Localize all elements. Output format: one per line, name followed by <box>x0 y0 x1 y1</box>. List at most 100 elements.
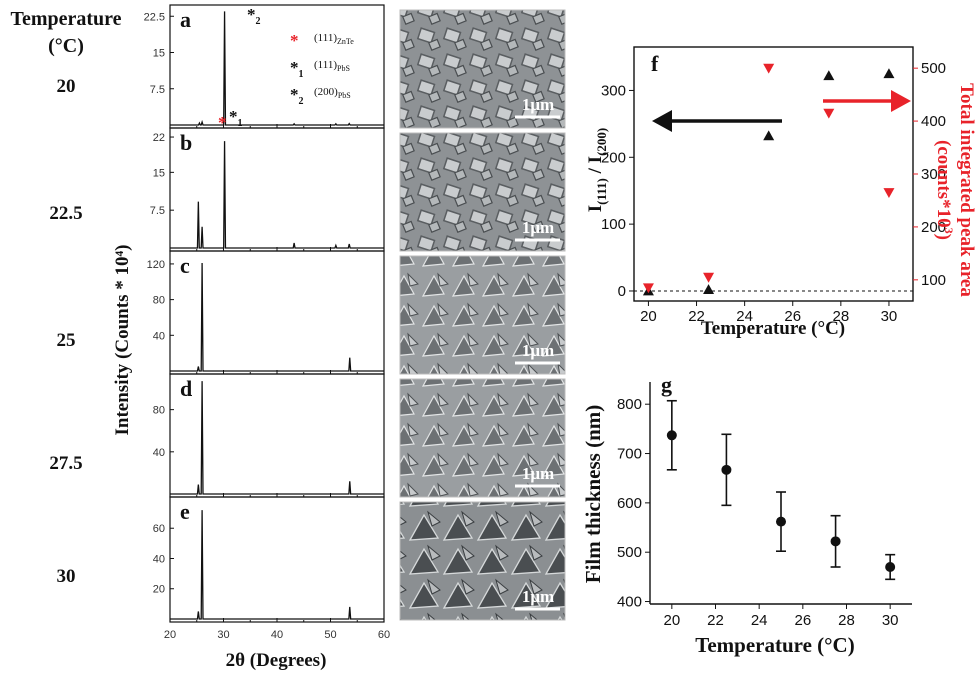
panel-f-right-tick-label: 100 <box>921 272 946 289</box>
xrd-spectrum-line <box>170 11 384 126</box>
xrd-y-tick-label: 80 <box>153 295 165 307</box>
panel-f-left-tick-label: 0 <box>618 283 626 300</box>
panel-g-point <box>666 430 677 441</box>
temperature-label: 22.5 <box>49 203 82 224</box>
temperature-labels: 20 22.5 25 27.5 30 <box>49 76 82 587</box>
xrd-panel-letter: a <box>180 7 191 32</box>
xrd-panels: a22.5157.5b22157.5c1208040d8040e60402020… <box>144 4 390 641</box>
panel-f-x-tick-label: 22 <box>688 308 705 325</box>
legend-label-pbs-111: (111)PbS <box>314 59 350 73</box>
legend-label-pbs-200: (200)PbS <box>314 86 351 100</box>
panel-g-x-axis-label: Temperature (°C) <box>695 633 854 657</box>
legend-marker-znte: * <box>290 31 299 50</box>
panel-f-left-arrow-head <box>652 110 672 132</box>
panel-g-x-ticks: 20 22 24 26 28 30 <box>663 604 899 629</box>
xrd-y-tick-label: 40 <box>153 447 165 459</box>
temperature-unit: (°C) <box>48 35 84 57</box>
panel-g-x-tick-label: 24 <box>751 612 768 629</box>
sem-image-22-5 <box>399 132 566 252</box>
peak-mark-pbs-200: *2 <box>247 5 261 27</box>
peak-mark-pbs-111: *1 <box>229 107 243 129</box>
xrd-panel-letter: e <box>180 499 190 524</box>
legend-label-znte: (111)ZnTe <box>314 32 354 46</box>
panel-g-y-axis-label: Film thickness (nm) <box>581 405 605 584</box>
xrd-x-axis-label: 2θ (Degrees) <box>226 650 327 671</box>
panel-f-ratio-point <box>763 130 775 141</box>
panel-g-letter: g <box>661 372 672 397</box>
xrd-y-tick-label: 60 <box>153 523 165 535</box>
panel-g-point <box>885 562 896 572</box>
sem-scale-bars: 1μm 1μm 1μm 1μm 1μm <box>515 95 560 611</box>
temperature-label: 20 <box>57 76 76 97</box>
panel-f-area-point <box>642 283 654 294</box>
panel-g: g 20 22 24 26 28 30 400 500 600 700 800 Temperatu… <box>581 372 912 657</box>
xrd-y-tick-label: 7.5 <box>150 205 165 217</box>
panel-f-right-tick-label: 200 <box>921 219 946 236</box>
panel-f-area-point <box>883 188 895 199</box>
panel-f-x-tick-label: 20 <box>640 308 657 325</box>
panel-f-x-tick-label: 28 <box>833 308 850 325</box>
xrd-panel-e: e 60 40 20 <box>153 496 385 623</box>
panel-f-x-tick-label: 24 <box>736 308 753 325</box>
panel-g-x-tick-label: 26 <box>794 612 811 629</box>
temperature-label: 30 <box>57 566 76 587</box>
xrd-spectrum-line <box>170 381 384 495</box>
xrd-y-tick-label: 120 <box>147 259 165 271</box>
panel-f-left-tick-label: 100 <box>601 216 626 233</box>
sem-scale-label: 1μm <box>522 341 554 360</box>
xrd-panel-b: b 22 15 7.5 <box>150 127 385 252</box>
panel-f-area-point <box>823 108 835 119</box>
sem-images <box>399 9 566 621</box>
panel-g-point <box>830 536 841 547</box>
panel-f-points <box>642 63 895 296</box>
sem-scale-label: 1μm <box>522 587 554 606</box>
xrd-panel-frame <box>169 4 385 129</box>
sem-image-30 <box>399 501 566 621</box>
xrd-y-axis-label: Intensity (Counts * 10⁴) <box>112 245 133 436</box>
legend-marker-pbs-200: *2 <box>290 85 304 107</box>
xrd-panel-c: c 120 80 40 <box>147 250 385 375</box>
xrd-spectrum-line <box>170 141 384 249</box>
xrd-peak-marks: * *1 *2 <box>218 5 261 132</box>
xrd-x-tick-label: 60 <box>378 629 390 641</box>
sem-scale-label: 1μm <box>522 95 554 114</box>
panel-g-y-tick-label: 800 <box>617 396 642 413</box>
panel-f-right-tick-label: 500 <box>921 60 946 77</box>
panel-f-ratio-point <box>703 284 715 295</box>
xrd-x-tick-label: 30 <box>217 629 229 641</box>
panel-f-right-axis-label-line1: Total integrated peak area <box>956 83 977 297</box>
panel-g-x-tick-label: 30 <box>882 612 899 629</box>
panel-f-letter: f <box>651 51 659 76</box>
sem-scale-label: 1μm <box>522 464 554 483</box>
xrd-y-tick-label: 22 <box>153 132 165 144</box>
panel-f-right-ticks: 100 200 300 400 500 <box>913 60 946 289</box>
panel-f-right-tick-label: 400 <box>921 113 946 130</box>
legend-marker-pbs-111: *1 <box>290 58 304 80</box>
xrd-y-tick-label: 20 <box>153 584 165 596</box>
panel-f-x-tick-label: 26 <box>784 308 801 325</box>
xrd-y-tick-label: 40 <box>153 330 165 342</box>
panel-f-left-tick-label: 200 <box>601 149 626 166</box>
panel-f-left-ticks: 0 100 200 300 <box>601 82 634 300</box>
sem-image-20 <box>399 9 566 129</box>
xrd-y-tick-label: 22.5 <box>144 11 165 23</box>
panel-f-right-tick-label: 300 <box>921 166 946 183</box>
xrd-x-tick-label: 40 <box>271 629 283 641</box>
panel-f-area-point <box>763 63 775 74</box>
xrd-y-tick-label: 80 <box>153 405 165 417</box>
panel-f: f 20 22 24 26 28 30 0 100 200 300 100 200 300 400 50… <box>585 46 977 339</box>
panel-g-y-tick-label: 700 <box>617 446 642 463</box>
panel-g-x-tick-label: 28 <box>838 612 855 629</box>
panel-g-x-tick-label: 22 <box>707 612 724 629</box>
xrd-x-tick-label: 50 <box>324 629 336 641</box>
sem-image-27-5 <box>399 378 566 498</box>
panel-f-left-axis-label: I(111) / I(200) <box>585 128 609 213</box>
temperature-label: 27.5 <box>49 453 82 474</box>
temperature-label: 25 <box>57 330 76 351</box>
panel-f-x-tick-label: 30 <box>881 308 898 325</box>
xrd-y-tick-label: 15 <box>153 167 165 179</box>
panel-g-point <box>776 516 786 527</box>
panel-f-ratio-point <box>883 68 895 79</box>
panel-g-y-tick-label: 600 <box>617 495 642 512</box>
temperature-header: Temperature <box>10 8 121 30</box>
